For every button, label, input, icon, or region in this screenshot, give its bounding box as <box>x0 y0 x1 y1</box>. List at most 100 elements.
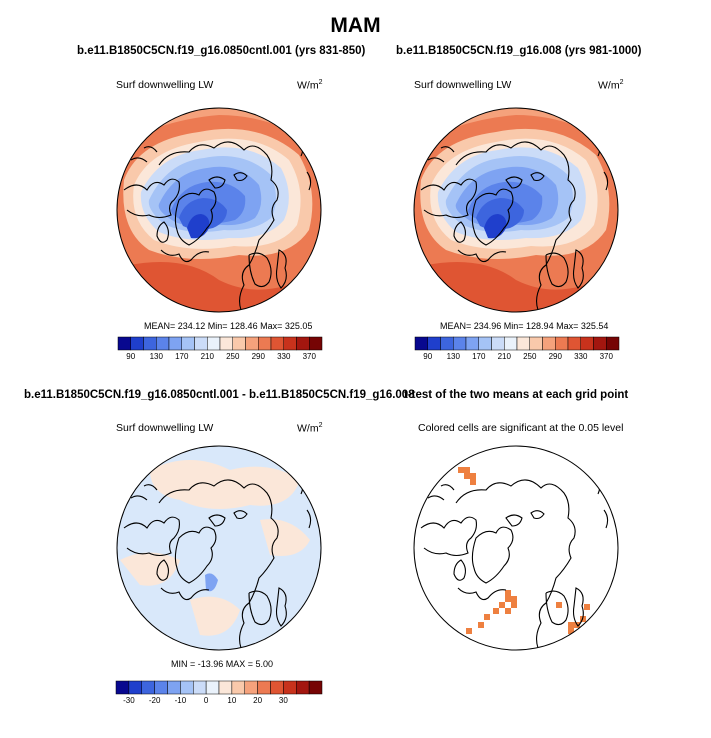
colorbar-panel1-swatch <box>258 336 272 351</box>
colorbar-panel1-swatch <box>156 336 170 351</box>
colorbar-panel3-swatch <box>115 680 130 695</box>
colorbar-panel1-swatch <box>207 336 221 351</box>
colorbar-panel1-tick-label: 370 <box>303 352 317 361</box>
panel2-units: W/m2 <box>598 79 624 92</box>
colorbar-panel2-swatch <box>516 336 530 351</box>
panel1-map <box>116 107 322 313</box>
panel4-map <box>413 445 619 651</box>
colorbar-panel1-tick-label: 130 <box>150 352 164 361</box>
panel2-variable-label: Surf downwelling LW <box>414 79 512 91</box>
significant-cell <box>484 614 490 620</box>
colorbar-panel3-swatch <box>205 680 220 695</box>
colorbar-panel3-swatch <box>180 680 194 695</box>
colorbar-panel2-tick-label: 90 <box>423 352 432 361</box>
significant-cell <box>584 604 590 610</box>
significant-cell <box>470 479 476 485</box>
panel4-variable-label: Colored cells are significant at the 0.0… <box>418 422 624 434</box>
colorbar-panel2-swatch <box>606 336 620 351</box>
colorbar-panel3-tick-label: 20 <box>253 696 262 705</box>
colorbar-panel1: 90 130 170 210 250 290 330 370 <box>117 336 323 361</box>
colorbar-panel2: 90 130 170 210 250 290 330 370 <box>414 336 620 361</box>
significant-cell <box>511 596 517 602</box>
panel1-variable-label: Surf downwelling LW <box>116 79 214 91</box>
panel1-stats: MEAN= 234.12 Min= 128.46 Max= 325.05 <box>144 321 313 331</box>
figure-title: MAM <box>330 14 381 37</box>
colorbar-panel1-swatch <box>296 336 310 351</box>
colorbar-panel2-swatch <box>593 336 607 351</box>
colorbar-panel2-swatch <box>440 336 454 351</box>
colorbar-panel1-tick-label: 290 <box>252 352 266 361</box>
colorbar-panel1-swatch <box>181 336 195 351</box>
colorbar-panel2-tick-label: 210 <box>498 352 512 361</box>
colorbar-panel1-swatch <box>194 336 208 351</box>
colorbar-panel2-swatch <box>453 336 467 351</box>
colorbar-panel3-tick-label: 0 <box>204 696 209 705</box>
colorbar-panel2-swatch <box>555 336 569 351</box>
colorbar-panel2-swatch <box>427 336 441 351</box>
colorbar-panel3: -30 -20 -10 0 10 20 30 <box>115 680 323 705</box>
panel3-stats: MIN = -13.96 MAX = 5.00 <box>171 659 274 669</box>
colorbar-panel3-swatch <box>244 680 258 695</box>
colorbar-panel2-swatch <box>465 336 479 351</box>
colorbar-panel1-swatch <box>168 336 182 351</box>
colorbar-panel1-swatch <box>219 336 233 351</box>
colorbar-panel3-swatch <box>218 680 233 695</box>
panel2-case-title: b.e11.B1850C5CN.f19_g16.008 (yrs 981-100… <box>396 45 642 57</box>
panel3-variable-label: Surf downwelling LW <box>116 422 214 434</box>
colorbar-panel1-swatch <box>270 336 284 351</box>
colorbar-panel1-tick-label: 210 <box>201 352 215 361</box>
colorbar-panel3-swatch <box>141 680 155 695</box>
colorbar-panel3-swatch <box>257 680 271 695</box>
significant-cell <box>466 628 472 634</box>
significant-cell <box>493 608 499 614</box>
colorbar-panel2-swatch <box>478 336 492 351</box>
colorbar-panel1-swatch <box>309 336 323 351</box>
colorbar-panel3-swatch <box>167 680 181 695</box>
colorbar-panel3-swatch <box>270 680 284 695</box>
colorbar-panel2-swatch <box>504 336 518 351</box>
colorbar-panel2-swatch <box>491 336 505 351</box>
significant-cell <box>574 634 580 640</box>
colorbar-panel3-swatch <box>128 680 142 695</box>
colorbar-panel1-swatch <box>130 336 144 351</box>
colorbar-panel3-tick-label: -30 <box>123 696 135 705</box>
panel1-case-title: b.e11.B1850C5CN.f19_g16.0850cntl.001 (yr… <box>77 45 366 57</box>
colorbar-panel1-swatch <box>117 336 131 351</box>
colorbar-panel1-tick-label: 250 <box>226 352 240 361</box>
colorbar-panel2-tick-label: 250 <box>523 352 537 361</box>
colorbar-panel3-swatch <box>193 680 207 695</box>
colorbar-panel3-swatch <box>231 680 245 695</box>
panel3-units: W/m2 <box>297 422 323 435</box>
significant-cell <box>568 622 574 628</box>
panel1-units: W/m2 <box>297 79 323 92</box>
significant-cell <box>511 602 517 608</box>
panel3-map <box>116 445 322 651</box>
colorbar-panel2-tick-label: 370 <box>600 352 614 361</box>
colorbar-panel3-tick-label: -10 <box>175 696 187 705</box>
colorbar-panel3-tick-label: -20 <box>149 696 161 705</box>
significant-cell <box>478 622 484 628</box>
colorbar-panel3-tick-label: 10 <box>227 696 236 705</box>
significant-cell <box>458 467 464 473</box>
panel4-case-title: t-test of the two means at each grid poi… <box>404 389 629 401</box>
colorbar-panel3-swatch <box>308 680 323 695</box>
panel3-case-title: b.e11.B1850C5CN.f19_g16.0850cntl.001 - b… <box>24 389 415 401</box>
colorbar-panel1-swatch <box>283 336 297 351</box>
colorbar-panel2-tick-label: 130 <box>447 352 461 361</box>
colorbar-panel2-tick-label: 290 <box>549 352 563 361</box>
colorbar-panel1-tick-label: 90 <box>126 352 135 361</box>
colorbar-panel3-swatch <box>283 680 297 695</box>
colorbar-panel1-swatch <box>245 336 259 351</box>
significant-cell <box>505 608 511 614</box>
significant-cell <box>470 473 476 479</box>
significant-cell <box>556 602 562 608</box>
significant-cell <box>505 590 511 596</box>
significant-cell <box>499 602 505 608</box>
colorbar-panel2-tick-label: 170 <box>472 352 486 361</box>
colorbar-panel1-swatch <box>143 336 157 351</box>
colorbar-panel1-tick-label: 170 <box>175 352 189 361</box>
colorbar-panel2-swatch <box>529 336 543 351</box>
panel2-stats: MEAN= 234.96 Min= 128.94 Max= 325.54 <box>440 321 609 331</box>
colorbar-panel2-swatch <box>414 336 428 351</box>
